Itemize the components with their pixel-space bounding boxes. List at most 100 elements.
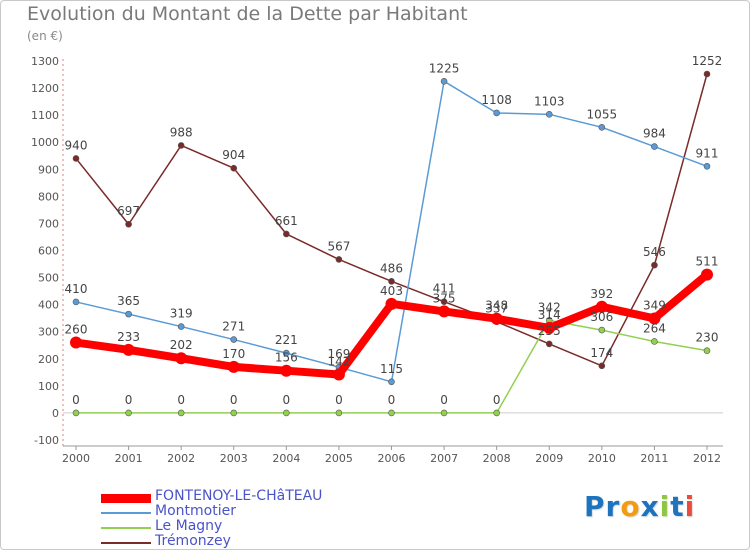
data-label: 264: [643, 321, 666, 335]
data-point: [122, 343, 135, 356]
data-point: [177, 323, 185, 330]
y-tick-label: 100: [38, 380, 59, 393]
logo-letter: i: [659, 490, 671, 523]
chart-title: Evolution du Montant de la Dette par Hab…: [27, 3, 468, 25]
data-point: [703, 70, 711, 78]
legend-label: Montmotier: [155, 503, 236, 519]
data-point: [175, 352, 188, 365]
data-point: [651, 143, 658, 150]
data-label: 984: [643, 127, 666, 141]
data-point: [651, 338, 658, 345]
data-label: 349: [643, 298, 666, 312]
legend-swatch: [101, 542, 151, 544]
data-label: 342: [538, 300, 561, 314]
x-tick-label: 2000: [62, 452, 90, 465]
data-label: 230: [696, 331, 719, 345]
data-label: 904: [222, 148, 245, 162]
data-label: 0: [335, 393, 343, 407]
logo-letter: P: [584, 490, 606, 523]
y-tick-label: 900: [38, 163, 59, 176]
data-point: [598, 362, 606, 370]
x-tick-label: 2011: [640, 452, 668, 465]
y-tick-label: 800: [38, 190, 59, 203]
data-point: [283, 349, 290, 357]
data-point: [388, 409, 395, 417]
x-tick-label: 2009: [535, 452, 563, 465]
data-point: [701, 268, 713, 281]
data-label: 319: [170, 307, 193, 321]
data-point: [438, 305, 451, 318]
data-point: [72, 155, 80, 162]
y-tick-label: 700: [38, 217, 59, 230]
data-point: [230, 409, 238, 417]
data-label: 348: [485, 299, 508, 313]
data-label: 1103: [534, 94, 565, 108]
data-label: 403: [380, 284, 403, 298]
data-point: [280, 364, 293, 377]
data-label: 271: [222, 320, 245, 334]
data-point: [493, 109, 500, 117]
data-label: 410: [65, 282, 88, 296]
legend-swatch: [101, 527, 151, 529]
data-point: [227, 360, 240, 373]
y-tick-label: 1200: [31, 82, 59, 95]
x-tick-label: 2006: [378, 452, 406, 465]
data-label: 546: [643, 245, 666, 259]
y-tick-label: 1000: [31, 136, 59, 149]
data-point: [440, 78, 448, 85]
y-tick-label: -100: [34, 434, 59, 447]
legend-label: Trémonzey: [155, 533, 231, 549]
y-tick-label: 300: [38, 326, 59, 339]
x-tick-label: 2003: [220, 452, 248, 465]
data-label: 0: [493, 393, 501, 407]
data-point: [543, 321, 556, 334]
y-tick-label: 200: [38, 353, 59, 366]
data-point: [490, 312, 503, 325]
data-point: [283, 230, 290, 238]
data-label: 1055: [587, 107, 618, 121]
data-point: [651, 261, 658, 269]
x-tick-label: 2001: [115, 452, 143, 465]
y-tick-label: 1100: [31, 109, 59, 122]
data-label: 169: [327, 347, 350, 361]
data-label: 174: [590, 346, 613, 360]
data-label: 661: [275, 214, 298, 228]
data-point: [335, 409, 343, 417]
data-label: 142: [327, 354, 350, 368]
y-tick-label: 500: [38, 272, 59, 285]
x-tick-label: 2012: [693, 452, 721, 465]
data-point: [703, 347, 711, 354]
data-point: [72, 298, 80, 306]
data-label: 1108: [481, 93, 512, 107]
data-label: 255: [538, 324, 561, 338]
data-label: 314: [538, 308, 561, 322]
data-point: [177, 142, 185, 149]
data-label: 0: [72, 393, 80, 407]
legend-swatch: [101, 493, 151, 503]
data-point: [598, 326, 606, 334]
data-label: 0: [125, 393, 133, 407]
data-label: 365: [117, 294, 140, 308]
data-label: 1252: [692, 54, 723, 68]
data-label: 233: [117, 330, 140, 344]
logo-letter: r: [605, 490, 621, 523]
data-point: [648, 312, 661, 325]
data-point: [595, 300, 608, 313]
data-point: [125, 409, 132, 417]
data-label: 0: [230, 393, 238, 407]
x-tick-label: 2004: [272, 452, 300, 465]
data-label: 392: [590, 287, 613, 301]
data-label: 0: [388, 393, 396, 407]
legend-label: Le Magny: [155, 518, 223, 534]
y-tick-label: 600: [38, 245, 59, 258]
legend-swatch: [101, 512, 151, 514]
y-tick-label: 400: [38, 299, 59, 312]
x-tick-label: 2007: [430, 452, 458, 465]
data-label: 411: [433, 282, 456, 296]
y-tick-label: 1300: [31, 55, 59, 68]
data-label: 202: [170, 338, 193, 352]
data-label: 375: [433, 291, 456, 305]
data-label: 567: [327, 239, 350, 253]
